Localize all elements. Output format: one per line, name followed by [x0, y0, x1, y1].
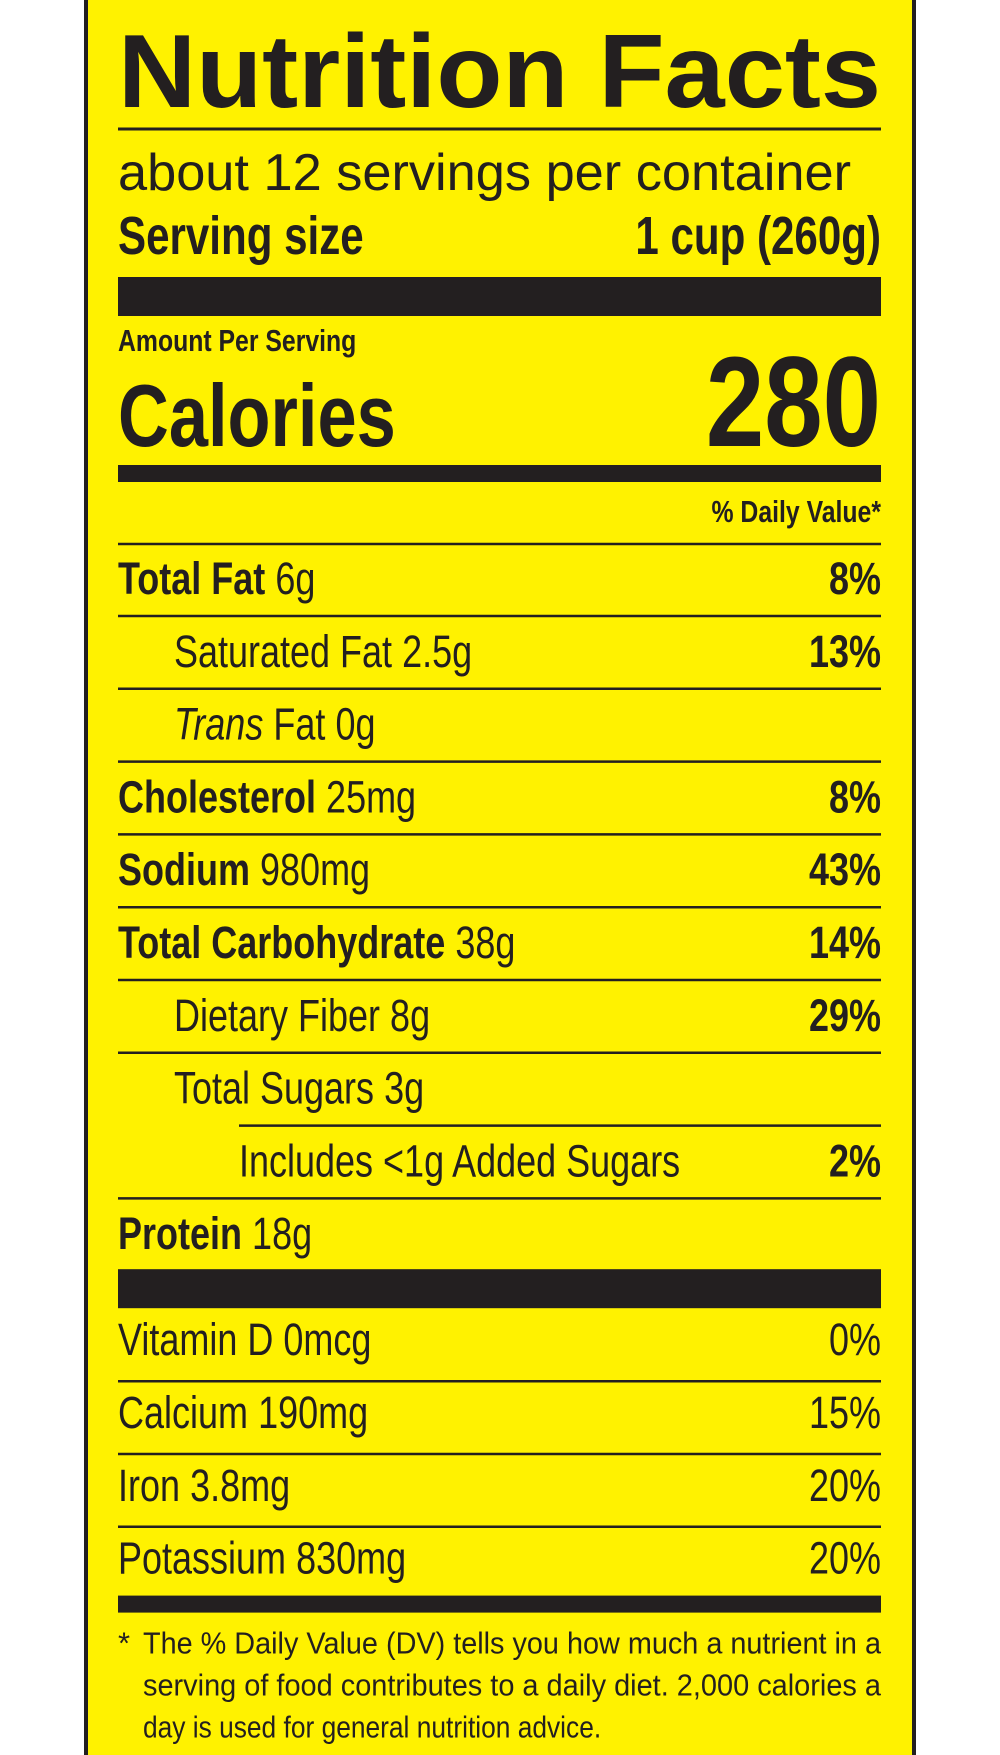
nutrient-name: Trans Fat 0g	[174, 699, 376, 750]
vitamin-name-part: 190mg	[258, 1387, 368, 1438]
nutrient-name: Cholesterol 25mg	[118, 772, 416, 823]
vitamin-dv-part: 15%	[809, 1387, 881, 1438]
nutrient-dv: 13%	[809, 626, 881, 677]
nutrient-name-part: 3g	[384, 1063, 424, 1114]
nutrient-dv: 8%	[829, 553, 881, 604]
nutrient-name-part: 0g	[335, 699, 375, 750]
nutrient-dv: 2%	[829, 1136, 881, 1187]
nutrient-name-part: 18g	[252, 1208, 312, 1259]
nutrient-name-part: Total Carbohydrate	[118, 917, 445, 968]
footnote-line: The % Daily Value (DV) tells you how muc…	[143, 1626, 882, 1661]
nutrient-dv-part: 8%	[829, 772, 881, 823]
nutrient-name: Total Sugars 3g	[174, 1063, 424, 1114]
nutrient-dv: 29%	[809, 990, 881, 1041]
nutrient-name-part: Protein	[118, 1208, 242, 1259]
nutrient-name: Total Fat 6g	[118, 553, 315, 604]
medium-bar	[118, 465, 881, 482]
calories-label: Calories	[118, 366, 396, 464]
nutrient-name-part: Dietary Fiber	[174, 990, 380, 1041]
nutrient-name-part: 25mg	[326, 772, 416, 823]
footnote-line: serving of food contributes to a daily d…	[143, 1668, 882, 1703]
daily-value-header: % Daily Value*	[711, 494, 881, 528]
vitamin-dv: 20%	[809, 1460, 881, 1511]
nutrient-name-part: 38g	[455, 917, 515, 968]
nutrient-name-part: 2.5g	[402, 626, 472, 677]
serving-size-value-part: 1 cup (260g)	[635, 206, 881, 266]
nutrient-dv-part: 13%	[809, 626, 881, 677]
vitamin-dv: 20%	[809, 1533, 881, 1584]
nutrient-name-part: Includes <1g Added Sugars	[239, 1136, 680, 1187]
nutrient-name-part: 8g	[390, 990, 430, 1041]
vitamin-dv: 15%	[809, 1387, 881, 1438]
vitamin-name-part: 0mcg	[283, 1314, 371, 1365]
servings: about 12 servings per container	[118, 144, 851, 202]
nutrient-name-part: 6g	[275, 553, 315, 604]
vitamin-name: Potassium 830mg	[118, 1533, 406, 1584]
medium-bar	[118, 1595, 881, 1613]
calories-value-part: 280	[706, 330, 881, 473]
thick-bar	[118, 277, 881, 316]
vitamin-name: Calcium 190mg	[118, 1387, 368, 1438]
serving-size-value: 1 cup (260g)	[635, 206, 881, 266]
serving-size-label: Serving size	[118, 206, 364, 266]
nutrient-name: Sodium 980mg	[118, 844, 370, 895]
vitamin-name-part: Potassium	[118, 1533, 286, 1584]
nutrient-name: Saturated Fat 2.5g	[174, 626, 472, 677]
vitamin-name: Iron 3.8mg	[118, 1460, 290, 1511]
nutrient-name: Protein 18g	[118, 1208, 312, 1259]
footnote-marker: *	[118, 1626, 130, 1661]
footnote-line: day is used for general nutrition advice…	[143, 1711, 601, 1745]
nutrient-name-part: Fat	[273, 699, 326, 750]
nutrient-name-part: Saturated Fat	[174, 626, 393, 677]
nutrient-name-part: Sodium	[118, 844, 250, 895]
nutrient-dv-part: 2%	[829, 1136, 881, 1187]
vitamin-dv-part: 20%	[809, 1460, 881, 1511]
nutrient-name-part: Total Sugars	[174, 1063, 374, 1114]
vitamin-dv: 0%	[829, 1314, 881, 1365]
amount-per-serving-part: Amount Per Serving	[118, 323, 356, 357]
nutrient-dv: 14%	[809, 917, 881, 968]
thick-bar	[118, 1269, 881, 1309]
nutrient-name-part: Cholesterol	[118, 772, 316, 823]
nutrient-dv-part: 14%	[809, 917, 881, 968]
calories-label-part: Calories	[118, 366, 396, 464]
daily-value-header-part: % Daily Value*	[711, 494, 881, 528]
nutrient-name-part: Trans	[174, 699, 263, 750]
nutrient-name: Includes <1g Added Sugars	[239, 1136, 680, 1187]
vitamin-name-part: Calcium	[118, 1387, 248, 1438]
vitamin-dv-part: 20%	[809, 1533, 881, 1584]
vitamin-dv-part: 0%	[829, 1314, 881, 1365]
vitamin-name: Vitamin D 0mcg	[118, 1314, 371, 1365]
vitamin-name-part: Iron	[118, 1460, 180, 1511]
nutrient-name-part: 980mg	[260, 844, 370, 895]
nutrient-name: Total Carbohydrate 38g	[118, 917, 515, 968]
vitamin-name-part: 3.8mg	[190, 1460, 290, 1511]
nutrient-dv-part: 8%	[829, 553, 881, 604]
nutrient-dv: 8%	[829, 772, 881, 823]
nutrient-name-part: Total Fat	[118, 553, 266, 604]
title: Nutrition Facts	[118, 14, 881, 130]
nutrient-name: Dietary Fiber 8g	[174, 990, 430, 1041]
serving-size-label-part: Serving size	[118, 206, 364, 266]
nutrient-dv-part: 43%	[809, 844, 881, 895]
vitamin-name-part: 830mg	[296, 1533, 406, 1584]
nutrient-dv-part: 29%	[809, 990, 881, 1041]
nutrient-dv: 43%	[809, 844, 881, 895]
footnote-line-part: day is used for general nutrition advice…	[143, 1711, 601, 1745]
calories-value: 280	[706, 330, 881, 473]
amount-per-serving: Amount Per Serving	[118, 323, 356, 357]
vitamin-name-part: Vitamin D	[118, 1314, 273, 1365]
